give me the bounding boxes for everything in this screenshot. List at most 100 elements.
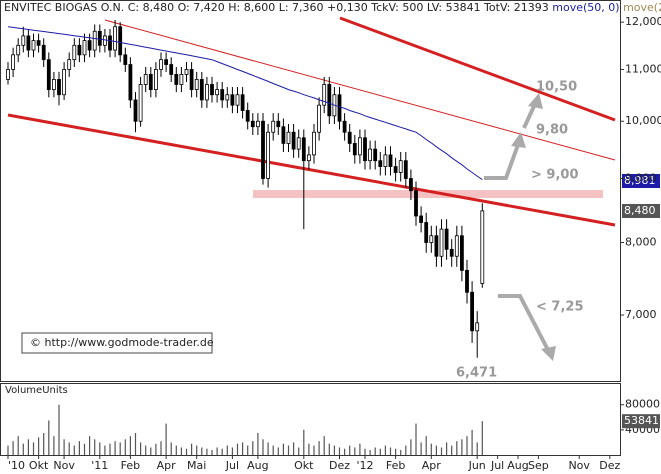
volume-bar (78, 441, 80, 455)
volume-bar (344, 448, 346, 455)
candle-body (103, 35, 107, 46)
candle-body (41, 44, 46, 61)
volume-bar (262, 439, 264, 455)
candle-body (6, 69, 10, 80)
volume-bar (471, 429, 473, 455)
x-tick-label: Okt (29, 459, 49, 472)
annotation: > 9,00 (531, 168, 579, 183)
candle-body (301, 137, 306, 162)
volume-bar (395, 448, 397, 455)
volume-bar (22, 443, 24, 455)
arrow (522, 103, 537, 129)
volume-bar (27, 439, 29, 455)
y-tick-label: 8,000 (625, 235, 657, 248)
volume-bar (63, 439, 65, 455)
volume-bar (185, 448, 188, 455)
x-tick-label: Mai (187, 459, 206, 472)
candle-body (327, 84, 332, 117)
volume-bar (287, 445, 290, 455)
candle-body (281, 126, 286, 144)
candle-body (439, 228, 444, 257)
volume-bar (303, 429, 305, 455)
candle-body (77, 44, 82, 56)
candle-body (459, 235, 464, 271)
candle-body (266, 131, 271, 179)
chart-title: ENVITEC BIOGAS O.N. (4, 1, 124, 14)
volume-bar (48, 420, 50, 455)
volume-bar (94, 439, 96, 455)
candle-body (36, 40, 41, 46)
candle-body (113, 26, 117, 51)
volume-bar (165, 423, 167, 455)
candle-body (225, 94, 230, 101)
volume-bar (430, 443, 432, 455)
volume-bar (415, 423, 417, 455)
volume-bar (456, 441, 458, 455)
annotation: 10,50 (536, 80, 577, 95)
volume-bar (155, 443, 157, 455)
candle-body (62, 69, 66, 96)
candle-body (454, 235, 459, 257)
candle-body (133, 99, 138, 122)
volume-bar (252, 441, 254, 455)
volume-bar (134, 433, 137, 455)
volume-bar (400, 449, 402, 455)
arrow (498, 294, 550, 351)
candle-body (240, 94, 245, 111)
candle-body (312, 131, 316, 156)
candle-body (123, 54, 128, 65)
arrow (484, 141, 521, 180)
drawings (7, 16, 616, 361)
trend-line (7, 113, 616, 227)
candle-body (220, 89, 225, 101)
stats: C: 8,480 O: 7,420 H: 8,600 L: 7,360 +0,1… (128, 1, 549, 14)
x-tick-label: '11 (91, 459, 108, 472)
candle-body (230, 94, 235, 106)
candle-body (138, 84, 143, 122)
volume-bar (338, 447, 341, 455)
ma-label-box (622, 174, 660, 188)
candle-body (357, 137, 362, 156)
candle-body (16, 44, 21, 56)
candle-body (317, 104, 322, 133)
candle-body (403, 160, 408, 179)
candle-body (347, 131, 352, 144)
volume-title: VolumeUnits (5, 385, 68, 396)
volume-bar (435, 445, 437, 455)
candle-body (419, 215, 424, 223)
x-tick-label: Aug (507, 459, 528, 472)
candle-body (108, 35, 112, 51)
candle-body (286, 131, 291, 144)
volume-bar (298, 447, 300, 455)
x-tick-label: Nov (53, 459, 75, 472)
volume-bar (145, 445, 147, 455)
candle-body (184, 69, 189, 75)
candle-body (271, 120, 276, 133)
candle-body (153, 69, 158, 90)
x-tick-label: Apr (157, 459, 177, 472)
candle-body (276, 120, 281, 128)
candle-body (363, 137, 367, 162)
annotation: 9,80 (536, 123, 568, 138)
candle-body (296, 137, 301, 150)
volume-bar (129, 436, 131, 455)
volume-bar (466, 436, 468, 455)
volume-bar (293, 442, 295, 455)
ma-label: 8,981 (624, 174, 656, 187)
candle-body (199, 79, 204, 101)
volume-bar (32, 442, 35, 455)
volume-bar (216, 447, 218, 455)
volume-bar (328, 443, 330, 455)
candle-body (368, 148, 373, 162)
x-tick-label: Dez (329, 459, 350, 472)
arrow-head (511, 132, 526, 148)
volume-bar (364, 448, 366, 455)
volume-bar (374, 447, 376, 455)
header: ENVITEC BIOGAS O.N. C: 8,480 O: 7,420 H:… (4, 1, 661, 14)
candle-body (449, 248, 454, 257)
candle-body (255, 120, 260, 128)
y-tick-label: 7,000 (625, 308, 657, 321)
candle-body (67, 59, 72, 70)
candle-body (87, 40, 92, 51)
